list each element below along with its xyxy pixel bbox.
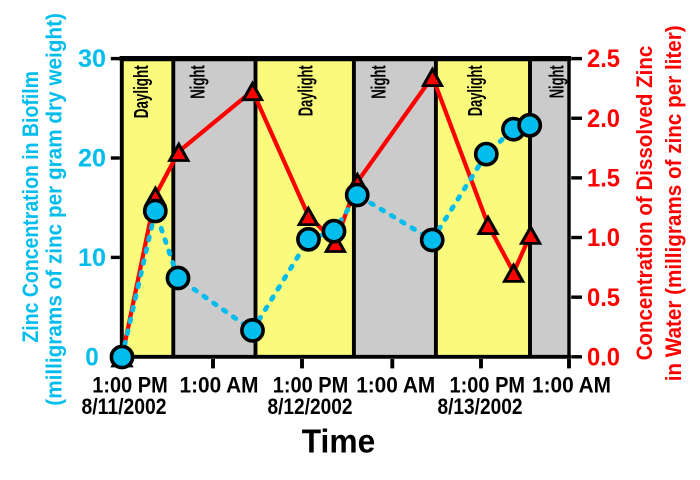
svg-text:1:00 PM: 1:00 PM — [450, 372, 526, 397]
svg-text:(milligrams of zinc per gram d: (milligrams of zinc per gram dry weight) — [42, 13, 67, 406]
svg-text:1:00 PM: 1:00 PM — [92, 372, 168, 397]
svg-text:1.0: 1.0 — [587, 224, 620, 252]
svg-text:Concentration of Dissolved Zin: Concentration of Dissolved Zinc — [632, 46, 657, 361]
svg-text:1.5: 1.5 — [587, 165, 620, 193]
svg-text:Daylight: Daylight — [295, 65, 317, 116]
svg-text:Zinc Concentration in Biofilm: Zinc Concentration in Biofilm — [18, 71, 43, 343]
svg-text:Daylight: Daylight — [131, 65, 153, 118]
svg-text:8/13/2002: 8/13/2002 — [438, 394, 523, 419]
svg-text:1:00 PM: 1:00 PM — [273, 372, 349, 397]
svg-text:Time: Time — [302, 423, 376, 460]
svg-text:Night: Night — [547, 65, 569, 98]
svg-text:Night: Night — [188, 65, 210, 99]
svg-text:Night: Night — [369, 65, 391, 99]
svg-text:0: 0 — [85, 343, 99, 371]
svg-text:2.5: 2.5 — [587, 45, 620, 73]
svg-text:1:00 AM: 1:00 AM — [356, 372, 435, 397]
svg-text:1:00 AM: 1:00 AM — [532, 372, 611, 397]
svg-text:0.5: 0.5 — [587, 284, 620, 312]
svg-text:30: 30 — [78, 45, 106, 73]
svg-text:10: 10 — [78, 244, 106, 272]
svg-text:1:00 AM: 1:00 AM — [180, 372, 259, 397]
svg-text:8/11/2002: 8/11/2002 — [82, 394, 167, 419]
svg-text:20: 20 — [78, 145, 106, 173]
svg-text:in Water (milligrams of zinc p: in Water (milligrams of zinc per liter) — [661, 25, 686, 381]
svg-text:0.0: 0.0 — [587, 343, 620, 371]
svg-text:2.0: 2.0 — [587, 105, 620, 133]
svg-text:8/12/2002: 8/12/2002 — [268, 394, 353, 419]
svg-text:Daylight: Daylight — [465, 65, 487, 116]
